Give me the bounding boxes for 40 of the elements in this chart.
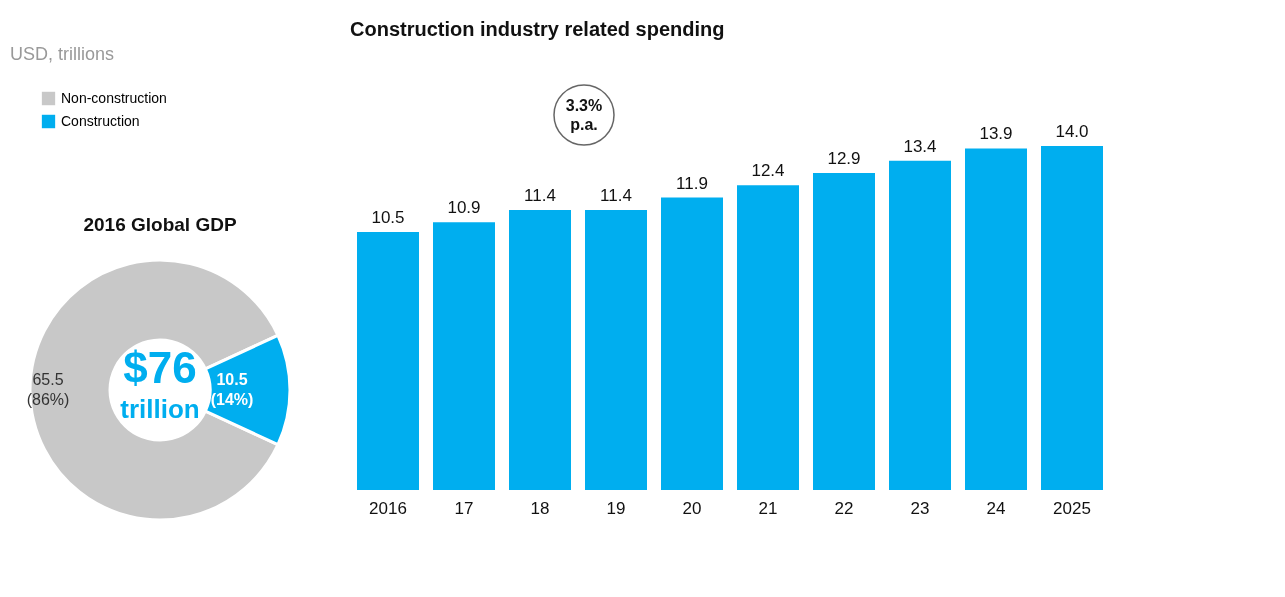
text: 2016 Global GDP [83,214,237,235]
data-label: 10.5 (14%) [210,371,254,408]
x-tick-label: 20 [682,498,702,518]
x-tick-label: 24 [986,498,1006,518]
legend-label: Non-construction [61,89,167,106]
bar [509,209,571,490]
x-tick-label: 18 [530,498,550,518]
x-tick-label: 23 [910,498,930,518]
bar [1041,146,1103,490]
text: 3.3% p.a. [565,97,603,133]
bar [357,232,419,490]
bar [737,185,799,490]
x-tick-label: 22 [834,498,854,518]
data-label: 10.9 [447,198,481,218]
text: $76 [123,343,197,392]
data-label: 10.5 [371,208,405,227]
data-label: 13.4 [903,136,937,156]
data-label: 11.4 [600,185,632,205]
data-label: 11.4 [524,185,556,205]
x-tick-label: 17 [454,498,474,518]
x-tick-label: 2016 [369,498,407,518]
legend-label: Construction [61,112,140,129]
x-tick-label: 19 [606,498,626,518]
data-label: 12.9 [827,149,861,169]
bar [433,222,495,490]
text: trillion [120,394,200,424]
bar [813,173,875,490]
data-label: 12.4 [751,161,785,181]
bar [889,160,951,490]
text: USD, trillions [10,44,115,64]
x-tick-label: 21 [758,498,778,518]
x-tick-label: 2025 [1053,498,1091,518]
bar [661,197,723,490]
bar [585,209,647,490]
bar [965,148,1027,490]
data-label: 65.5 (86%) [26,371,70,408]
data-label: 14.0 [1055,122,1089,141]
data-label: 13.9 [979,124,1013,144]
data-label: 11.9 [676,173,708,193]
chart-title: Construction industry related spending [350,18,725,40]
